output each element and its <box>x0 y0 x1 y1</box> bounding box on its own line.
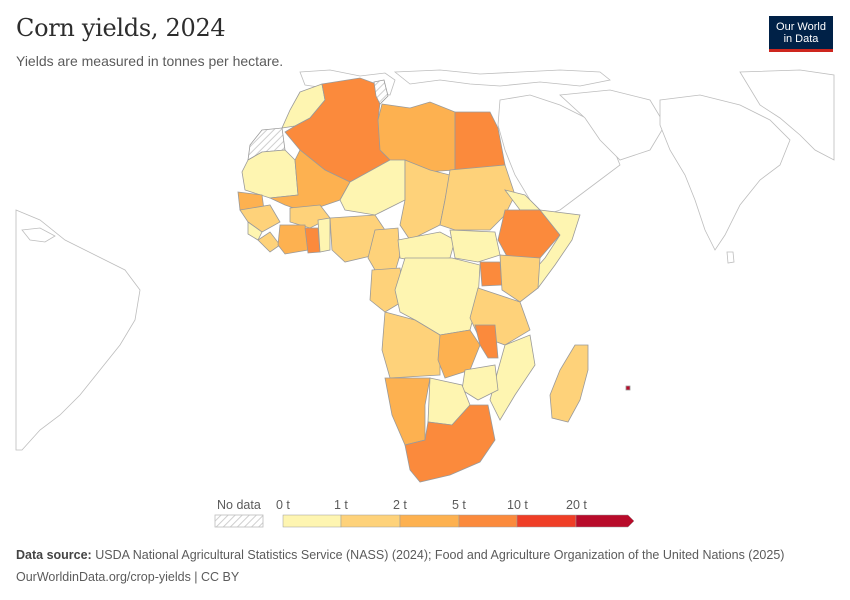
country-mali[interactable] <box>268 149 351 213</box>
legend-bin-0[interactable] <box>282 514 342 528</box>
country-egypt[interactable] <box>454 111 506 171</box>
data-source-text: USDA National Agricultural Statistics Se… <box>95 548 785 562</box>
legend-tick-5: 20 t <box>566 498 587 512</box>
legend-tick-1: 1 t <box>334 498 348 512</box>
legend-tick-4: 10 t <box>507 498 528 512</box>
legend-tick-2: 2 t <box>393 498 407 512</box>
caribbean-outline <box>21 227 56 243</box>
iran-outline <box>559 89 666 161</box>
africa-countries[interactable] <box>237 77 631 483</box>
legend-bins[interactable] <box>282 514 635 528</box>
country-gabon-congo[interactable] <box>369 267 406 313</box>
country-uganda[interactable] <box>479 261 503 287</box>
logo-line-2: in Data <box>783 33 819 45</box>
legend-tick-0: 0 t <box>276 498 290 512</box>
country-angola[interactable] <box>381 311 441 379</box>
country-central-african-republic[interactable] <box>397 231 456 263</box>
country-cote-divoire[interactable] <box>277 224 309 255</box>
country-liberia[interactable] <box>257 231 281 253</box>
chart-subtitle: Yields are measured in tonnes per hectar… <box>16 53 284 69</box>
logo-line-1: Our World <box>776 21 826 33</box>
country-south-africa[interactable] <box>404 404 496 483</box>
data-source-line: Data source: USDA National Agricultural … <box>16 548 784 562</box>
country-tunisia[interactable] <box>373 79 389 105</box>
owid-logo[interactable]: Our World in Data <box>769 16 833 52</box>
sri-lanka-outline <box>726 251 735 264</box>
country-mauritius[interactable] <box>625 385 631 391</box>
country-sudan[interactable] <box>439 164 516 231</box>
country-libya[interactable] <box>377 101 456 173</box>
legend-bin-1[interactable] <box>340 514 401 528</box>
country-togo-benin[interactable] <box>317 217 331 253</box>
country-south-sudan[interactable] <box>449 229 501 263</box>
country-chad[interactable] <box>399 159 451 241</box>
legend-tick-3: 5 t <box>452 498 466 512</box>
legend-no-data-swatch[interactable] <box>214 514 264 528</box>
europe-east-outline <box>393 69 611 87</box>
country-mozambique[interactable] <box>489 334 536 421</box>
south-america-outline <box>15 209 141 451</box>
country-niger[interactable] <box>339 159 406 216</box>
country-guinea[interactable] <box>239 204 281 233</box>
legend <box>214 514 635 528</box>
legend-bin-2[interactable] <box>399 514 460 528</box>
country-ghana[interactable] <box>304 227 321 254</box>
east-asia-outline <box>739 69 835 161</box>
legend-bin-3[interactable] <box>458 514 518 528</box>
chart-title: Corn yields, 2024 <box>16 14 226 42</box>
country-kenya[interactable] <box>499 254 541 303</box>
south-asia-outline <box>659 94 791 251</box>
legend-no-data-label: No data <box>217 498 261 512</box>
data-source-label: Data source: <box>16 548 92 562</box>
legend-bin-4[interactable] <box>516 514 577 528</box>
legend-bin-5-arrow[interactable] <box>575 514 635 528</box>
url-license-link[interactable]: OurWorldinData.org/crop-yields | CC BY <box>16 570 240 584</box>
country-malawi[interactable] <box>474 324 499 359</box>
country-madagascar[interactable] <box>549 344 589 423</box>
country-namibia[interactable] <box>384 377 431 446</box>
